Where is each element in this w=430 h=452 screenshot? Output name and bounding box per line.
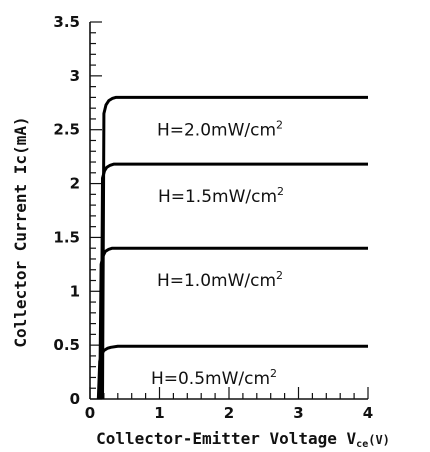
x-tick-label: 1 (154, 404, 164, 422)
x-axis-title-subscript: ce (356, 439, 368, 450)
series-label-superscript: 2 (277, 185, 284, 198)
y-tick-label: 1.5 (53, 228, 80, 246)
y-tick-label: 2 (70, 175, 80, 193)
y-tick-label: 3 (70, 67, 80, 85)
series-label-text: H=1.5mW/cm (158, 187, 277, 207)
y-tick-label: 1 (70, 282, 80, 300)
series-line-4 (101, 95, 368, 400)
series-label-superscript: 2 (276, 118, 283, 131)
x-axis-title-unit: (V) (368, 433, 390, 447)
plot-frame (89, 22, 368, 400)
y-tick-label: 3.5 (53, 13, 80, 31)
series-label-superscript: 2 (270, 367, 277, 380)
series-label-superscript: 2 (276, 269, 283, 282)
series-label-2: H=1.0mW/cm2 (157, 269, 283, 291)
series-lines (96, 95, 368, 400)
x-axis-title-main: Collector-Emitter Voltage V (96, 429, 356, 448)
y-axis-title: Collector Current Ic(mA) (11, 116, 30, 347)
x-axis-ticks: 0 1 2 3 4 (85, 387, 373, 422)
series-label-3: H=1.5mW/cm2 (158, 185, 284, 207)
y-tick-label: 2.5 (53, 121, 80, 139)
x-tick-label: 4 (363, 404, 373, 422)
series-label-4: H=2.0mW/cm2 (157, 118, 283, 140)
series-label-1: H=0.5mW/cm2 (151, 367, 277, 389)
x-tick-label: 2 (224, 404, 234, 422)
series-labels: H=0.5mW/cm2H=1.0mW/cm2H=1.5mW/cm2H=2.0mW… (151, 118, 284, 389)
series-label-text: H=0.5mW/cm (151, 369, 270, 389)
series-label-text: H=2.0mW/cm (157, 120, 276, 140)
x-axis-title: Collector-Emitter Voltage Vce(V) (96, 429, 390, 450)
series-label-text: H=1.0mW/cm (157, 271, 276, 291)
x-tick-label: 0 (85, 404, 95, 422)
y-tick-label: 0 (70, 390, 80, 408)
y-axis-ticks: 0 0.5 1 1.5 2 2.5 3 3.5 (53, 13, 102, 408)
x-tick-label: 3 (293, 404, 303, 422)
y-tick-label: 0.5 (53, 336, 80, 354)
